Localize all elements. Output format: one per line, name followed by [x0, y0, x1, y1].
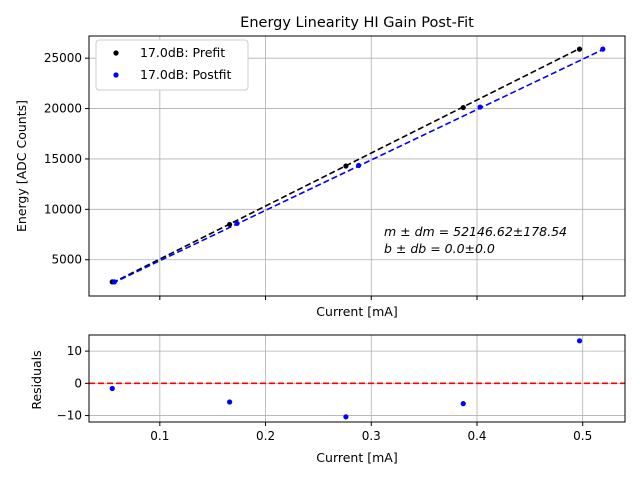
res-x-tick-label: 0.3 — [362, 429, 381, 443]
main-y-tick-label: 20000 — [44, 102, 82, 116]
residual-point — [576, 338, 583, 344]
prefit-point — [343, 163, 349, 169]
residual-point — [343, 414, 349, 420]
main-y-tick-label: 5000 — [51, 253, 82, 267]
res-x-tick-label: 0.2 — [256, 429, 275, 443]
res-y-tick-label: 10 — [67, 344, 82, 358]
residual-plot-points — [109, 338, 583, 420]
legend-label-prefit: 17.0dB: Prefit — [140, 45, 225, 60]
prefit-point — [227, 221, 233, 228]
residual-plot-xlabel: Current [mA] — [316, 450, 397, 465]
legend-box — [95, 39, 249, 91]
residual-plot-ticks: 0.1 0.2 0.3 0.4 0.5 −10 0 10 — [57, 344, 593, 443]
main-plot-frame — [88, 35, 626, 297]
main-plot-title: Energy Linearity HI Gain Post-Fit — [240, 15, 474, 31]
legend-marker-postfit — [113, 72, 119, 78]
res-y-tick-label: 0 — [74, 376, 82, 390]
fit-intercept-annotation: b ± db = 0.0±0.0 — [384, 241, 495, 256]
main-plot-xlabel: Current [mA] — [316, 304, 397, 319]
prefit-point — [460, 104, 466, 111]
residual-point — [460, 401, 466, 407]
postfit-point — [111, 279, 117, 285]
main-y-tick-label: 15000 — [44, 152, 82, 166]
fit-slope-annotation: m ± dm = 52146.62±178.54 — [384, 224, 567, 239]
main-plot: Energy Linearity HI Gain Post-Fit 5000 10… — [14, 15, 626, 319]
main-plot-ylabel: Energy [ADC Counts] — [14, 100, 29, 232]
main-plot-points — [109, 46, 606, 285]
main-plot-ticks: 5000 10000 15000 20000 25000 — [44, 51, 584, 300]
residual-plot-ylabel: Residuals — [29, 350, 44, 409]
main-plot-grid — [89, 36, 625, 296]
res-x-tick-label: 0.1 — [150, 429, 169, 443]
legend-label-postfit: 17.0dB: Postfit — [140, 67, 232, 82]
postfit-point — [355, 162, 362, 169]
postfit-point — [234, 220, 240, 227]
postfit-point — [600, 46, 606, 52]
legend: 17.0dB: Prefit 17.0dB: Postfit — [95, 39, 249, 91]
main-y-tick-label: 10000 — [44, 202, 82, 216]
res-x-tick-label: 0.4 — [467, 429, 486, 443]
residual-plot: 0.1 0.2 0.3 0.4 0.5 −10 0 10 Current [mA] Resid… — [29, 334, 626, 465]
residual-plot-frame — [88, 334, 626, 423]
main-y-tick-label: 25000 — [44, 51, 82, 65]
residual-plot-grid — [89, 335, 625, 422]
residual-point — [109, 385, 115, 392]
postfit-point — [477, 104, 483, 110]
residual-point — [227, 399, 233, 405]
legend-marker-prefit — [113, 50, 119, 56]
res-x-tick-label: 0.5 — [573, 429, 592, 443]
prefit-point — [576, 46, 583, 52]
res-y-tick-label: −10 — [57, 409, 82, 423]
